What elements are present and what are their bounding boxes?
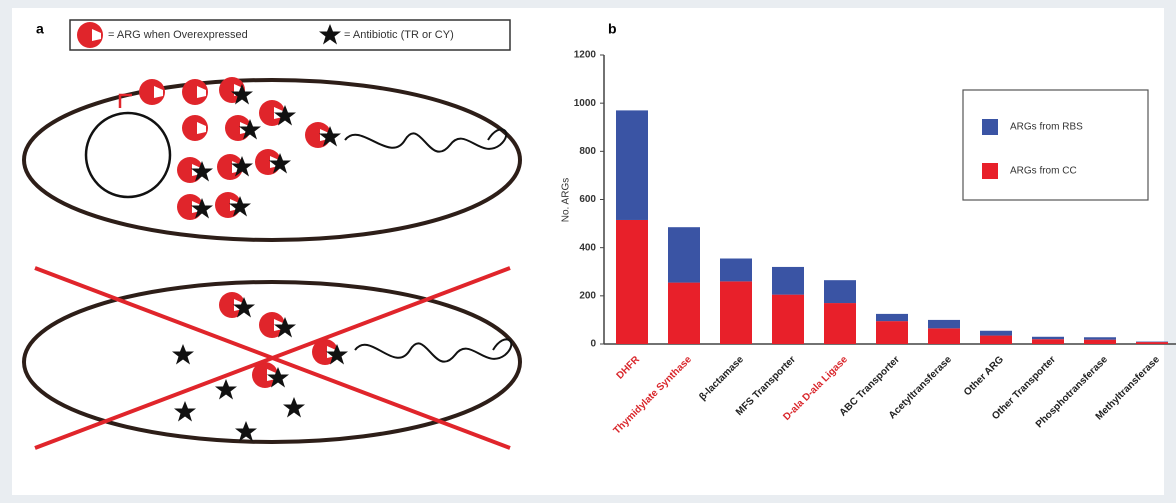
figure: a = ARG when Overexpressed = Antibiotic … xyxy=(0,0,1176,503)
bar-segment xyxy=(1084,340,1116,344)
bar-segment xyxy=(1136,342,1168,344)
y-tick-label: 800 xyxy=(579,146,596,157)
y-tick-label: 600 xyxy=(579,194,596,205)
bar-segment xyxy=(928,320,960,328)
legend-text: = ARG when Overexpressed xyxy=(108,29,248,41)
bar-segment xyxy=(876,314,908,321)
legend-swatch xyxy=(982,119,998,135)
bar-segment xyxy=(928,328,960,344)
y-tick-label: 0 xyxy=(590,339,596,350)
bar-segment xyxy=(772,267,804,295)
bar-segment xyxy=(876,321,908,344)
bar-segment xyxy=(824,303,856,344)
bar-segment xyxy=(772,295,804,344)
y-tick-label: 400 xyxy=(579,242,596,253)
panel-label: b xyxy=(608,21,617,37)
legend-swatch xyxy=(982,163,998,179)
bar-segment xyxy=(616,220,648,344)
legend-text: = Antibiotic (TR or CY) xyxy=(344,29,454,41)
bar-segment xyxy=(980,331,1012,336)
y-tick-label: 1200 xyxy=(574,50,597,61)
y-axis-label: No. ARGs xyxy=(561,178,572,222)
bar-segment xyxy=(616,110,648,220)
bar-segment xyxy=(824,280,856,303)
bar-segment xyxy=(720,281,752,344)
legend-label: ARGs from RBS xyxy=(1010,122,1083,133)
legend-label: ARGs from CC xyxy=(1010,166,1077,177)
legend-box xyxy=(963,90,1148,200)
bar-segment xyxy=(1032,339,1064,344)
y-tick-label: 1000 xyxy=(574,98,597,109)
bar-segment xyxy=(1032,337,1064,339)
bar-segment xyxy=(1084,337,1116,339)
figure-canvas: a = ARG when Overexpressed = Antibiotic … xyxy=(0,0,1176,503)
y-tick-label: 200 xyxy=(579,290,596,301)
bar-segment xyxy=(980,336,1012,344)
bar-segment xyxy=(720,259,752,282)
panel-label: a xyxy=(36,21,44,37)
bar-segment xyxy=(668,227,700,282)
bar-segment xyxy=(668,283,700,344)
legend-arg-icon xyxy=(77,22,103,48)
